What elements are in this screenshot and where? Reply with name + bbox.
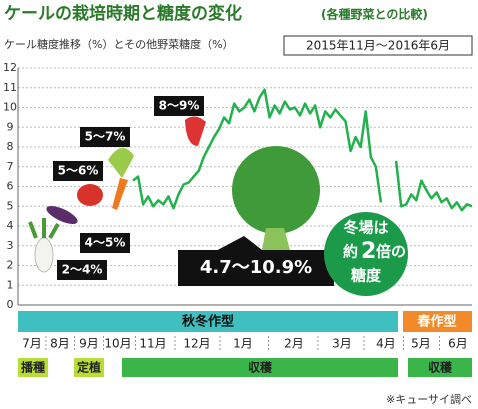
y-tick-label: 11 <box>3 81 17 94</box>
source: ※キューサイ調べ <box>386 392 472 406</box>
season-bar <box>403 311 472 332</box>
vegetable-label: 4～5% <box>85 236 126 250</box>
chart-title-note: (各種野菜との比較) <box>321 7 428 22</box>
vegetable-tag <box>57 260 107 280</box>
vegetable-tag <box>154 96 204 116</box>
x-tick-label: 7月 <box>22 337 42 351</box>
activity-bar <box>122 358 398 377</box>
x-tick-label: 10月 <box>104 337 131 351</box>
y-tick-label: 1 <box>7 278 14 291</box>
activity-bar <box>18 358 48 377</box>
activity-label: 収穫 <box>248 360 273 375</box>
badge-text: 約 <box>343 243 358 261</box>
y-tick-label: 8 <box>7 140 14 153</box>
badge-text: 倍の <box>376 243 406 261</box>
activity-label: 収穫 <box>428 360 453 375</box>
x-tick-label: 11月 <box>139 337 166 351</box>
vegetable-tag <box>80 233 130 253</box>
y-tick-label: 2 <box>7 259 14 272</box>
kale-range: 4.7～10.9% <box>200 257 312 278</box>
activity-bar <box>408 358 472 377</box>
badge-text: 冬場は <box>343 219 388 237</box>
y-tick-label: 5 <box>7 199 14 212</box>
vegetable-tag <box>80 127 130 147</box>
badge <box>324 212 408 296</box>
callout-box <box>178 250 334 286</box>
activity-label: 播種 <box>21 360 45 375</box>
period: 2015年11月～2016年6月 <box>306 39 450 53</box>
y-tick-label: 10 <box>3 101 17 114</box>
vegetable-label: 5～7% <box>85 130 126 144</box>
y-tick-label: 4 <box>7 219 14 232</box>
badge-text: 2 <box>361 239 376 264</box>
activity-bar <box>74 358 104 377</box>
y-tick-label: 9 <box>7 120 14 133</box>
x-tick-label: 1月 <box>233 337 253 351</box>
vegetable-icons <box>28 116 320 273</box>
vegetable-label: 2～4% <box>62 263 103 277</box>
x-tick-label: 9月 <box>79 337 99 351</box>
kale-line <box>132 88 473 212</box>
y-tick-label: 0 <box>7 298 14 311</box>
chart-title: ケールの栽培時期と糖度の変化 <box>4 3 242 24</box>
season-label: 秋冬作型 <box>182 314 234 330</box>
vegetable-tag <box>53 161 103 181</box>
x-tick-label: 3月 <box>332 337 352 351</box>
vegetable-label: 5～6% <box>58 164 99 178</box>
season-label: 春作型 <box>416 314 456 330</box>
y-tick-label: 7 <box>7 160 14 173</box>
x-tick-label: 2月 <box>284 337 304 351</box>
x-tick-label: 8月 <box>50 337 70 351</box>
y-tick-label: 12 <box>3 61 17 74</box>
x-tick-label: 6月 <box>448 337 468 351</box>
activity-label: 定植 <box>77 360 101 375</box>
y-tick-label: 3 <box>7 239 14 252</box>
badge-text: 糖度 <box>351 267 382 285</box>
season-bar <box>18 311 398 332</box>
x-tick-label: 4月 <box>376 337 396 351</box>
y-tick-label: 6 <box>7 180 14 193</box>
subtitle: ケール糖度推移（%）とその他野菜糖度（%） <box>4 37 234 51</box>
period-box <box>283 35 473 56</box>
vegetable-label: 8～9% <box>159 99 200 113</box>
x-tick-label: 5月 <box>411 337 431 351</box>
x-tick-label: 12月 <box>183 337 210 351</box>
